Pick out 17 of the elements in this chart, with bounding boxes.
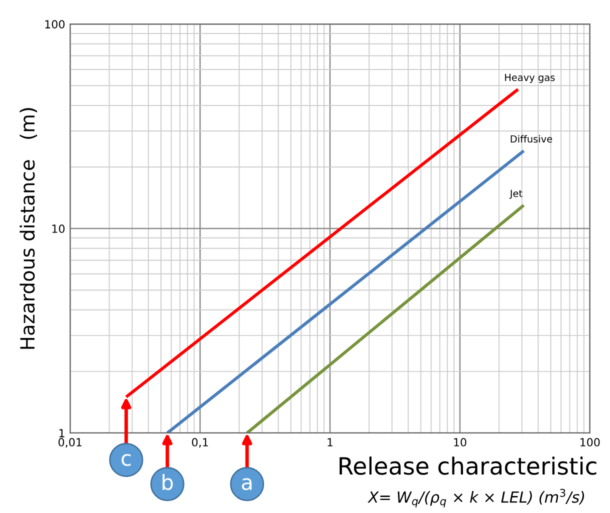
series-label: Heavy gas: [505, 74, 555, 83]
x-tick-label: 100: [580, 438, 600, 446]
x-tick-label: 1: [328, 438, 333, 446]
annotation: b: [162, 474, 173, 490]
text: X= W$_{q}$/(ρ$_{q}$ × k × LEL) (m$^{3}$/s): [368, 488, 584, 508]
y-tick-label: 100: [45, 20, 65, 28]
annotation: c: [122, 454, 131, 466]
y-axis-title: Hazardous distance (m): [20, 108, 38, 349]
series-label: Jet: [509, 190, 522, 199]
y-tick-label: 10: [52, 224, 65, 233]
series-label: Diffusive: [510, 135, 552, 143]
x-tick-label: 10: [454, 438, 466, 446]
y-tick-label: 1: [59, 429, 64, 438]
x-axis-title: Release characteristic: [340, 456, 596, 475]
x-tick-label: 0,01: [58, 438, 82, 448]
x-tick-label: 0,1: [192, 438, 208, 448]
annotation: a: [242, 478, 252, 490]
